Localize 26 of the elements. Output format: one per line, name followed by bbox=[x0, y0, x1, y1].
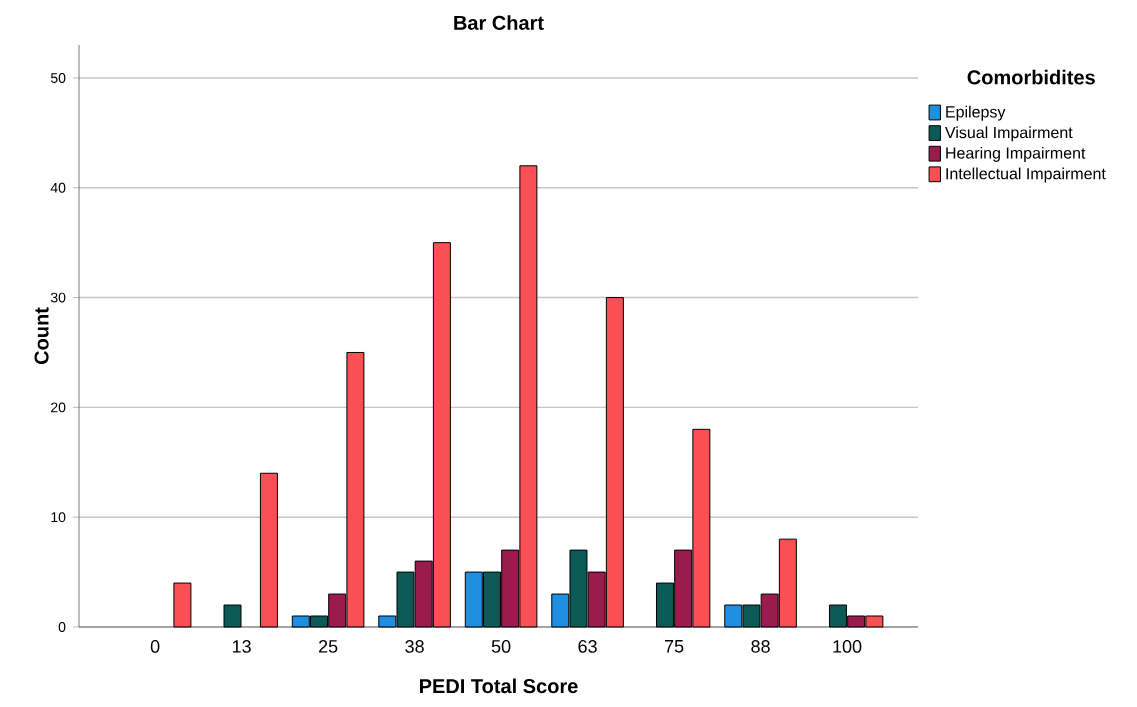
bar bbox=[173, 582, 192, 628]
legend-label: Epilepsy bbox=[946, 105, 1006, 121]
x-tick-label: 50 bbox=[491, 640, 511, 653]
bar bbox=[259, 472, 278, 628]
y-tick-label: 30 bbox=[50, 292, 66, 303]
legend-label: Intellectual Impairment bbox=[946, 167, 1106, 183]
x-tick-label: 63 bbox=[578, 640, 597, 653]
x-tick-label: 75 bbox=[664, 640, 684, 653]
legend-title: Comorbidites bbox=[967, 69, 1095, 85]
x-tick-label: 100 bbox=[833, 640, 862, 653]
bar bbox=[223, 604, 242, 628]
chart-title: Bar Chart bbox=[454, 15, 544, 30]
y-tick-label: 0 bbox=[58, 622, 66, 632]
x-tick-label: 0 bbox=[150, 640, 160, 653]
y-axis-title: Count bbox=[34, 307, 49, 365]
x-tick-label: 88 bbox=[751, 640, 770, 653]
x-axis-title: PEDI Total Score bbox=[420, 678, 578, 694]
y-tick-label: 50 bbox=[50, 73, 66, 83]
y-tick-label: 40 bbox=[50, 182, 66, 193]
y-tick-label: 10 bbox=[51, 512, 66, 523]
x-tick-label: 38 bbox=[405, 640, 424, 653]
x-tick-label: 13 bbox=[232, 640, 251, 653]
legend-label: Visual Impairment bbox=[945, 126, 1073, 142]
x-tick-label: 25 bbox=[319, 640, 338, 653]
y-tick-label: 20 bbox=[51, 402, 66, 413]
legend-label: Hearing Impairment bbox=[946, 146, 1086, 162]
